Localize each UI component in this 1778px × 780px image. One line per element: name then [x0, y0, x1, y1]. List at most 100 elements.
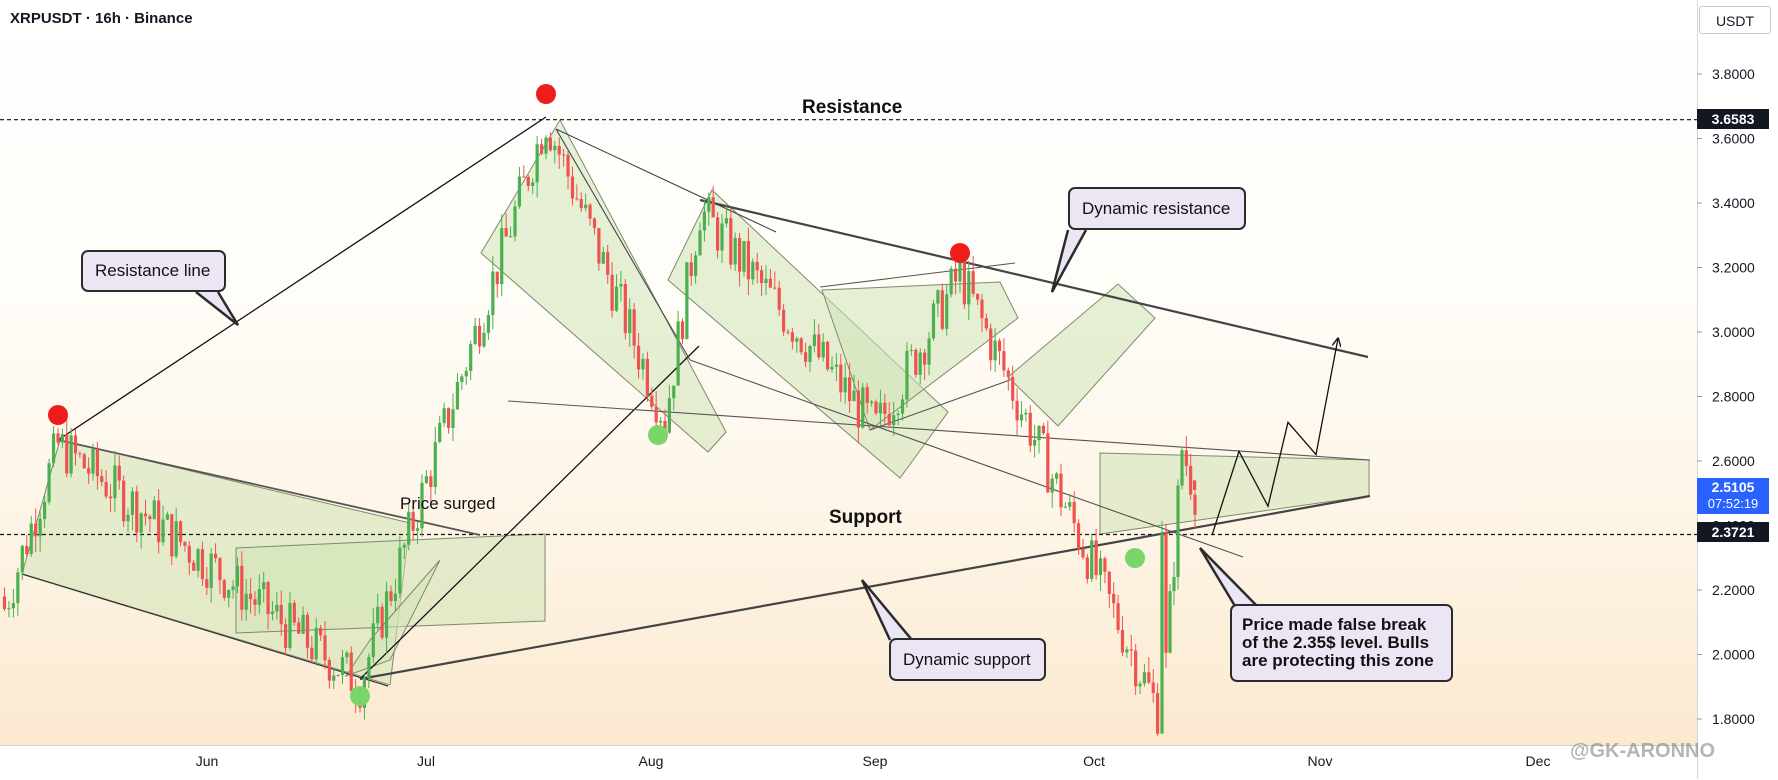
candle-body[interactable] — [896, 413, 900, 416]
candle-body[interactable] — [270, 611, 275, 614]
candle-body[interactable] — [592, 218, 597, 229]
candle-body[interactable] — [231, 586, 235, 590]
candle-body[interactable] — [790, 332, 794, 342]
pattern-zone[interactable] — [1007, 283, 1156, 427]
candle-body[interactable] — [610, 274, 614, 311]
candle-body[interactable] — [464, 370, 468, 377]
candle-body[interactable] — [51, 433, 56, 464]
candle-body[interactable] — [993, 340, 997, 361]
time-axis[interactable] — [0, 745, 1697, 780]
candle-body[interactable] — [870, 401, 874, 404]
candle-body[interactable] — [1055, 473, 1059, 479]
candle-body[interactable] — [152, 500, 156, 520]
candle-body[interactable] — [628, 309, 632, 334]
candle-body[interactable] — [1019, 414, 1024, 421]
candle-body[interactable] — [579, 198, 583, 209]
candle-body[interactable] — [100, 476, 104, 483]
candle-body[interactable] — [389, 591, 393, 602]
candle-body[interactable] — [446, 408, 451, 428]
candle-body[interactable] — [777, 287, 781, 310]
candle-body[interactable] — [865, 387, 869, 404]
candle-body[interactable] — [1160, 531, 1164, 734]
swing-high-marker[interactable] — [950, 243, 970, 263]
candle-body[interactable] — [310, 647, 314, 660]
candle-body[interactable] — [407, 511, 411, 545]
candle-body[interactable] — [900, 399, 905, 414]
candle-body[interactable] — [539, 144, 544, 154]
candle-body[interactable] — [733, 237, 737, 265]
pattern-zone[interactable] — [480, 118, 727, 453]
candle-body[interactable] — [654, 406, 658, 423]
candle-body[interactable] — [1068, 502, 1072, 507]
candle-body[interactable] — [371, 623, 375, 658]
swing-low-marker[interactable] — [648, 425, 668, 445]
candle-body[interactable] — [989, 328, 993, 361]
candle-body[interactable] — [161, 519, 165, 543]
candle-body[interactable] — [1156, 693, 1160, 734]
candle-body[interactable] — [606, 251, 610, 275]
candle-body[interactable] — [967, 271, 971, 305]
candle-body[interactable] — [980, 299, 984, 319]
candle-body[interactable] — [892, 415, 896, 426]
candle-body[interactable] — [1006, 370, 1010, 377]
candle-body[interactable] — [227, 589, 231, 598]
candle-body[interactable] — [702, 211, 706, 231]
candle-body[interactable] — [38, 519, 42, 537]
candle-body[interactable] — [764, 278, 768, 284]
candle-body[interactable] — [122, 480, 126, 522]
candle-body[interactable] — [808, 345, 812, 362]
candle-body[interactable] — [667, 398, 671, 433]
candle-body[interactable] — [1041, 425, 1046, 434]
candle-body[interactable] — [984, 318, 988, 329]
candle-body[interactable] — [500, 227, 504, 285]
candle-body[interactable] — [1176, 485, 1180, 577]
currency-unit-button[interactable]: USDT — [1699, 6, 1771, 34]
candle-body[interactable] — [429, 476, 433, 488]
candle-body[interactable] — [411, 511, 415, 531]
candle-body[interactable] — [235, 565, 240, 587]
candle-body[interactable] — [336, 674, 340, 676]
candle-body[interactable] — [1059, 473, 1063, 508]
candle-body[interactable] — [393, 593, 398, 602]
candle-body[interactable] — [130, 491, 135, 515]
candle-body[interactable] — [526, 176, 530, 187]
candle-body[interactable] — [349, 652, 353, 691]
candle-body[interactable] — [940, 290, 944, 329]
candle-body[interactable] — [424, 476, 429, 483]
candle-body[interactable] — [513, 206, 517, 237]
candle-body[interactable] — [314, 627, 318, 660]
candle-body[interactable] — [711, 197, 715, 218]
candle-body[interactable] — [495, 271, 499, 285]
candle-body[interactable] — [768, 278, 772, 288]
candle-body[interactable] — [29, 523, 33, 555]
candle-body[interactable] — [1072, 502, 1076, 524]
candle-body[interactable] — [601, 251, 605, 264]
price-axis[interactable] — [1697, 0, 1778, 779]
candle-body[interactable] — [332, 675, 336, 681]
candle-body[interactable] — [566, 154, 570, 177]
candle-body[interactable] — [139, 513, 143, 533]
candle-body[interactable] — [402, 544, 406, 548]
candle-body[interactable] — [143, 513, 148, 517]
candle-body[interactable] — [1050, 478, 1054, 493]
candle-body[interactable] — [455, 382, 460, 410]
candle-body[interactable] — [25, 545, 29, 555]
candle-body[interactable] — [126, 514, 130, 522]
candle-body[interactable] — [830, 366, 834, 370]
candle-body[interactable] — [658, 420, 663, 423]
candle-body[interactable] — [878, 402, 883, 414]
candle-body[interactable] — [1172, 576, 1176, 592]
candle-body[interactable] — [531, 182, 535, 187]
candle-body[interactable] — [751, 261, 755, 280]
candle-body[interactable] — [680, 321, 685, 340]
candle-body[interactable] — [641, 358, 645, 370]
candle-body[interactable] — [486, 315, 491, 333]
trendline[interactable] — [689, 359, 1244, 558]
candle-body[interactable] — [218, 558, 222, 581]
candle-body[interactable] — [87, 468, 91, 474]
candle-body[interactable] — [288, 602, 292, 648]
candle-body[interactable] — [636, 345, 641, 370]
candle-body[interactable] — [1076, 523, 1081, 549]
candle-body[interactable] — [812, 334, 816, 346]
candle-body[interactable] — [108, 496, 113, 499]
